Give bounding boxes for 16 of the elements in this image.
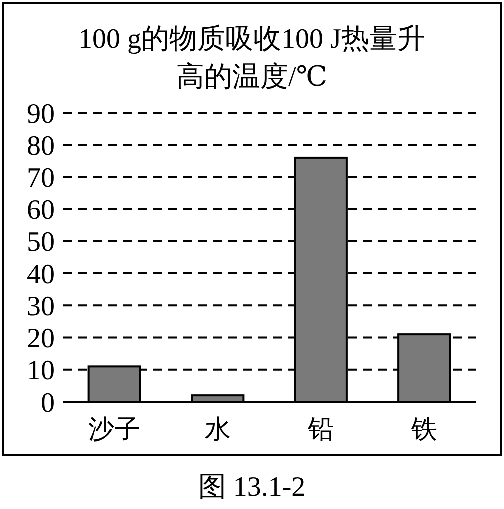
x-tick-label: 铅: [307, 415, 334, 444]
x-tick-label: 沙子: [88, 415, 141, 444]
y-tick-label: 20: [27, 324, 55, 355]
x-tick-label: 铁: [410, 415, 438, 444]
chart-title: 100 g的物质吸收100 J热量升高的温度/℃: [78, 24, 426, 93]
y-tick-label: 60: [27, 195, 55, 226]
x-tick-label: 水: [204, 415, 231, 444]
y-tick-label: 0: [41, 388, 55, 419]
y-tick-label: 40: [27, 259, 55, 290]
y-tick-label: 70: [27, 163, 55, 194]
y-tick-label: 50: [27, 227, 55, 258]
y-tick-label: 80: [27, 130, 55, 162]
y-tick-label: 10: [27, 356, 55, 387]
y-tick-label: 90: [27, 98, 55, 130]
caption: 图 13.1-2: [198, 472, 306, 503]
y-tick-label: 30: [27, 291, 55, 322]
